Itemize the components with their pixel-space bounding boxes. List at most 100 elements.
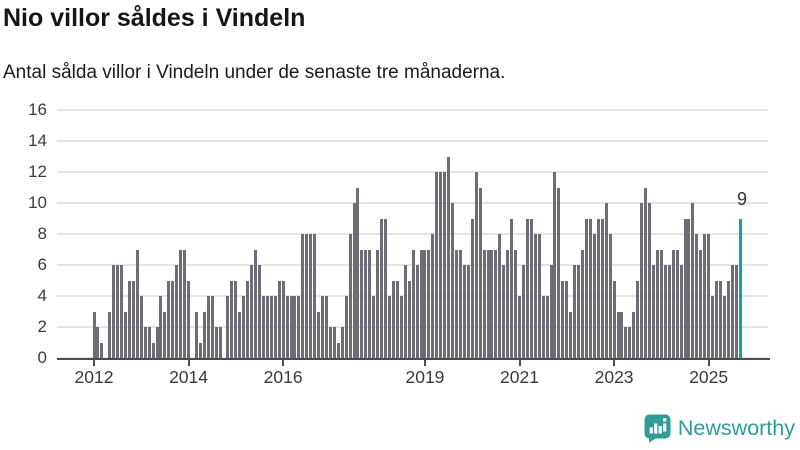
bar xyxy=(116,265,120,358)
bar xyxy=(120,265,124,358)
bar xyxy=(313,234,317,358)
bar xyxy=(407,280,411,358)
bar xyxy=(301,234,305,358)
bar xyxy=(112,265,116,358)
bar xyxy=(340,327,344,358)
bar xyxy=(226,296,230,358)
bar xyxy=(230,280,234,358)
x-axis-line xyxy=(57,357,770,360)
bar xyxy=(581,249,585,358)
bar xyxy=(569,311,573,358)
bar xyxy=(194,311,198,358)
gridline-y10 xyxy=(57,202,768,204)
bar xyxy=(691,203,695,358)
newsworthy-logo[interactable]: Newsworthy xyxy=(644,414,795,443)
bar xyxy=(254,249,258,358)
bar xyxy=(328,327,332,358)
bar xyxy=(470,218,474,358)
bar xyxy=(246,280,250,358)
bar xyxy=(277,280,281,358)
bar xyxy=(198,342,202,358)
bar xyxy=(474,172,478,358)
bar xyxy=(143,327,147,358)
bar xyxy=(214,327,218,358)
bar xyxy=(525,218,529,358)
bar xyxy=(439,172,443,358)
bar xyxy=(238,311,242,358)
bar xyxy=(636,280,640,358)
x-axis-label: 2019 xyxy=(405,367,445,387)
bar xyxy=(510,218,514,358)
bar xyxy=(482,249,486,358)
bar xyxy=(356,187,360,358)
bar xyxy=(147,327,151,358)
bar xyxy=(435,172,439,358)
chart-subtitle: Antal sålda villor i Vindeln under de se… xyxy=(3,62,506,83)
bar xyxy=(573,265,577,358)
y-axis-label: 12 xyxy=(28,162,47,181)
bar xyxy=(368,249,372,358)
bar xyxy=(679,265,683,358)
bar xyxy=(478,187,482,358)
bar xyxy=(529,218,533,358)
bar xyxy=(624,327,628,358)
bar xyxy=(707,234,711,358)
bar xyxy=(514,249,518,358)
gridline-y12 xyxy=(57,171,768,173)
x-axis-tick xyxy=(518,360,521,366)
x-axis-label: 2014 xyxy=(169,367,209,387)
bar xyxy=(711,296,715,358)
bar xyxy=(210,296,214,358)
bar xyxy=(553,172,557,358)
y-axis-label: 6 xyxy=(37,255,47,274)
bar xyxy=(451,203,455,358)
chart-title: Nio villor såldes i Vindeln xyxy=(3,4,306,32)
bar xyxy=(384,218,388,358)
bar xyxy=(376,249,380,358)
bar xyxy=(644,187,648,358)
bar xyxy=(494,249,498,358)
bar xyxy=(561,280,565,358)
bar xyxy=(364,249,368,358)
bar xyxy=(545,296,549,358)
bar xyxy=(269,296,273,358)
bar xyxy=(250,265,254,358)
bar xyxy=(309,234,313,358)
bar xyxy=(498,234,502,358)
bar xyxy=(506,249,510,358)
bar xyxy=(218,327,222,358)
bar xyxy=(612,280,616,358)
bar xyxy=(273,296,277,358)
bar xyxy=(261,296,265,358)
bar xyxy=(699,249,703,358)
bar xyxy=(726,280,730,358)
bar xyxy=(577,265,581,358)
x-axis-tick xyxy=(187,360,190,366)
bar xyxy=(388,296,391,358)
bar xyxy=(541,296,545,358)
bar xyxy=(549,265,553,358)
bar xyxy=(454,249,458,358)
bar xyxy=(305,234,309,358)
bar xyxy=(179,249,183,358)
x-axis-label: 2021 xyxy=(500,367,539,387)
bar xyxy=(321,296,325,358)
bar xyxy=(675,249,679,358)
x-axis-label: 2012 xyxy=(74,367,114,387)
bar xyxy=(297,296,301,358)
bar xyxy=(557,187,561,358)
bar xyxy=(108,311,112,358)
gridline-y8 xyxy=(57,233,768,235)
bar xyxy=(715,280,719,358)
bar xyxy=(648,203,652,358)
bar xyxy=(628,327,632,358)
bar xyxy=(616,311,620,358)
bar xyxy=(533,234,537,358)
bar xyxy=(447,156,451,358)
x-axis-tick xyxy=(613,360,616,366)
bar xyxy=(655,249,659,358)
bar xyxy=(604,203,608,358)
bar xyxy=(285,296,289,358)
bar xyxy=(651,265,655,358)
